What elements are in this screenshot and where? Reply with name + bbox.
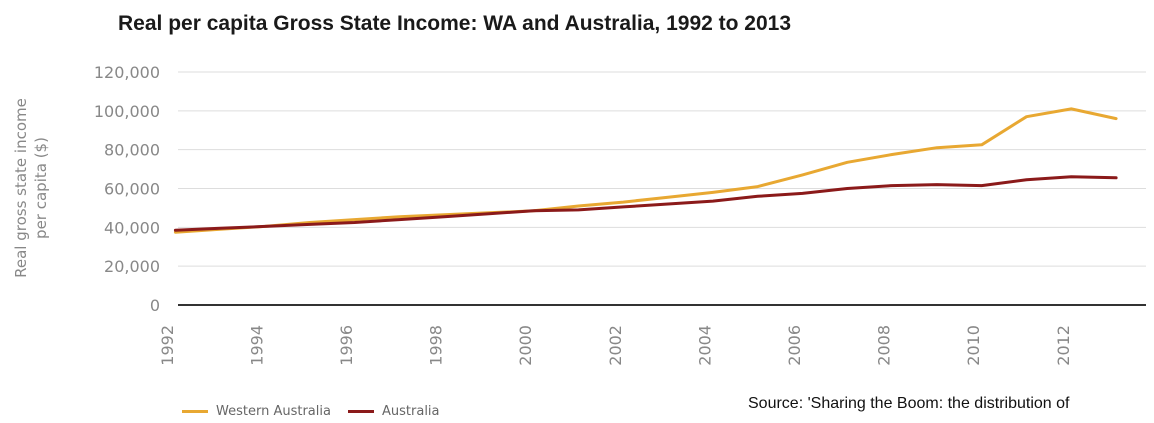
series-lines (173, 107, 1118, 234)
y-tick-label: 40,000 (104, 218, 160, 237)
x-tick-label: 1992 (158, 325, 177, 366)
x-tick-label: 2006 (785, 325, 804, 366)
legend-label-australia: Australia (382, 404, 440, 419)
x-axis-ticks: 1992 1994 1996 1998 2000 2002 2004 2006 2008 2010… (158, 325, 1073, 366)
y-axis-title: Real gross state income per capita ($) (12, 98, 50, 278)
legend-item-western-australia: Western Australia (182, 404, 331, 419)
y-tick-label: 20,000 (104, 257, 160, 276)
series-line-australia (173, 175, 1118, 232)
x-tick-label: 2008 (875, 325, 894, 366)
x-tick-label: 2010 (964, 325, 983, 366)
y-tick-label: 80,000 (104, 141, 160, 160)
x-tick-label: 1994 (247, 325, 266, 366)
legend-swatch-australia (348, 410, 374, 413)
x-tick-label: 2004 (695, 325, 714, 366)
x-tick-label: 1996 (337, 325, 356, 366)
x-tick-label: 2002 (606, 325, 625, 366)
x-tick-label: 2012 (1054, 325, 1073, 366)
x-tick-label: 1998 (427, 325, 446, 366)
y-axis-ticks: 0 20,000 40,000 60,000 80,000 100,000 120,000 (94, 63, 160, 315)
gridlines (178, 71, 1146, 306)
y-axis-label: Real gross state income (12, 98, 30, 278)
x-tick-label: 2000 (516, 325, 535, 366)
y-axis-label: per capita ($) (32, 137, 50, 239)
chart-title: Real per capita Gross State Income: WA a… (118, 12, 792, 35)
y-tick-label: 100,000 (94, 102, 160, 121)
legend-item-australia: Australia (348, 404, 440, 419)
y-tick-label: 0 (150, 296, 160, 315)
legend-label-western-australia: Western Australia (216, 404, 331, 419)
source-note: Source: 'Sharing the Boom: the distribut… (748, 395, 1070, 412)
series-line-western-australia (173, 107, 1118, 234)
y-tick-label: 120,000 (94, 63, 160, 82)
y-tick-label: 60,000 (104, 180, 160, 199)
legend-swatch-western-australia (182, 410, 208, 413)
